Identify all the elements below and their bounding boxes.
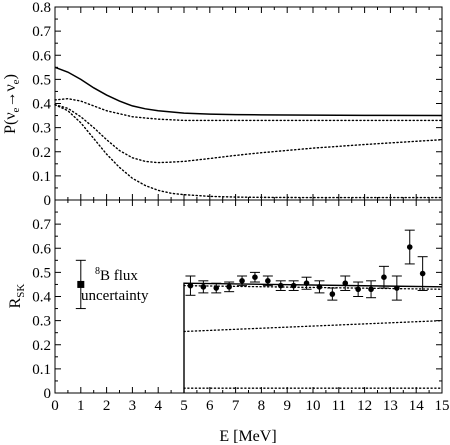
top-y-tick-label: 0.6 (32, 48, 51, 64)
data-point-marker (252, 274, 258, 281)
bottom-data-points (185, 229, 428, 301)
data-point-marker (200, 284, 207, 290)
data-point (353, 281, 364, 297)
data-point-marker (213, 285, 220, 291)
bottom-y-tick-label: 0.5 (32, 265, 51, 281)
data-point-marker (187, 282, 194, 289)
data-point-marker (394, 285, 400, 291)
bottom-y-tick-label: 0 (44, 386, 52, 402)
top-y-tick-label: 0.2 (32, 145, 51, 161)
bottom-y-tick-label: 0.2 (32, 338, 51, 354)
bottom-panel: 00.10.20.30.40.50.60.7 0 1 2 3 4 5 6 7 8 9 10 11 12 1… (7, 199, 450, 445)
bottom-x-tick-label: 8 (258, 398, 266, 414)
bottom-y-tick-label: 0.1 (32, 362, 51, 378)
bottom-y-axis-label: RSK (7, 284, 27, 309)
data-point (288, 280, 299, 291)
data-point (366, 280, 377, 299)
top-y-tick-label: 0.7 (32, 24, 51, 40)
top-series-line-4 (54, 104, 443, 199)
bottom-x-tick-label: 1 (77, 398, 85, 414)
data-point (249, 271, 260, 283)
bottom-y-tick-labels: 0 0.1 0.2 0.3 0.4 0.5 0.6 0.7 (32, 217, 51, 402)
data-point (198, 280, 209, 294)
data-point (340, 275, 351, 291)
data-point (404, 229, 415, 265)
data-point (262, 275, 273, 287)
data-point-marker (265, 278, 271, 284)
bottom-x-tick-label: 0 (51, 398, 59, 414)
bottom-curve-1 (183, 282, 443, 393)
data-point-marker (239, 278, 245, 284)
bottom-y-tick-label: 0.7 (32, 217, 51, 233)
bottom-x-tick-label: 4 (154, 398, 162, 414)
data-point-marker (381, 274, 387, 281)
bottom-y-tick-label: 0.4 (32, 290, 51, 306)
bottom-ticks (54, 199, 443, 394)
top-y-tick-label: 0.3 (32, 121, 51, 137)
top-y-tick-label: 0 (44, 193, 52, 209)
top-y-tick-label: 0.5 (32, 72, 51, 88)
top-series (54, 66, 443, 199)
bottom-x-tick-label: 3 (129, 398, 137, 414)
bottom-x-tick-labels: 0 1 2 3 4 5 6 7 8 9 10 11 12 13 14 15 (51, 398, 449, 414)
data-point-marker (277, 282, 284, 289)
data-point (327, 287, 338, 301)
bottom-x-tick-label: 6 (206, 398, 214, 414)
data-point (185, 275, 196, 296)
data-point-marker (316, 284, 323, 290)
bottom-x-tick-label: 12 (357, 398, 372, 414)
flux-square-marker (77, 280, 85, 288)
data-point-marker (303, 280, 310, 287)
top-panel: 0 0.1 0.2 0.3 0.4 0.5 0.6 0.7 0.8 P(νe→νe) (2, 0, 443, 209)
top-series-line-2 (54, 97, 443, 122)
top-y-tick-label: 0.8 (32, 0, 51, 16)
bottom-x-tick-label: 5 (180, 398, 188, 414)
top-y-axis-label: P(νe→νe) (2, 74, 22, 134)
bottom-y-tick-label: 0.6 (32, 241, 51, 257)
data-point (224, 281, 235, 293)
bottom-x-tick-label: 7 (232, 398, 240, 414)
data-point-marker (226, 284, 232, 290)
top-y-tick-label: 0.1 (32, 169, 51, 185)
data-point (237, 275, 248, 287)
top-y-tick-labels: 0 0.1 0.2 0.3 0.4 0.5 0.6 0.7 0.8 (32, 0, 51, 209)
x-axis-label: E [MeV] (219, 428, 276, 445)
data-point-marker (290, 282, 297, 289)
data-point (378, 265, 389, 289)
data-point (301, 276, 312, 290)
data-point-marker (329, 291, 336, 297)
data-point-marker (406, 244, 413, 250)
data-point-marker (368, 286, 374, 293)
bottom-x-tick-label: 11 (332, 398, 346, 414)
data-point-marker (355, 286, 361, 293)
bottom-curves (183, 282, 443, 393)
data-point (314, 280, 325, 294)
data-point (211, 282, 222, 294)
bottom-x-tick-label: 9 (283, 398, 291, 414)
bottom-x-tick-label: 14 (409, 398, 425, 414)
top-plot-frame (54, 6, 443, 201)
flux-label-line2: uncertainty (81, 288, 149, 304)
data-point-marker (419, 270, 426, 277)
bottom-y-tick-label: 0.3 (32, 314, 51, 330)
bottom-curve-3 (183, 319, 443, 333)
data-point (417, 256, 428, 291)
data-point (275, 280, 286, 291)
top-y-tick-label: 0.4 (32, 97, 51, 113)
top-ticks (54, 6, 443, 201)
data-point (391, 275, 402, 301)
bottom-x-tick-label: 13 (383, 398, 398, 414)
bottom-x-tick-label: 10 (306, 398, 321, 414)
top-series-line-3 (54, 104, 443, 164)
top-series-line-1 (54, 66, 443, 117)
data-point-marker (342, 280, 349, 287)
bottom-x-tick-label: 15 (435, 398, 450, 414)
flux-label-line1: 8B flux (95, 266, 138, 284)
flux-uncertainty-marker (75, 259, 86, 310)
bottom-x-tick-label: 2 (103, 398, 111, 414)
